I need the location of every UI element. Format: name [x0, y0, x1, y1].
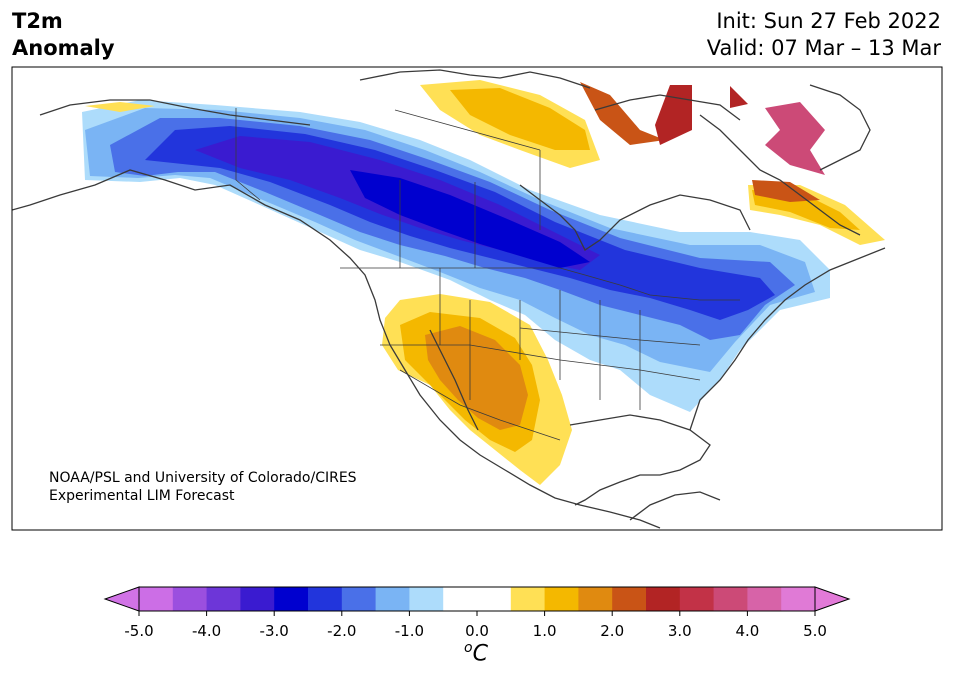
hot-anomaly-arctic-east: [730, 86, 748, 108]
unit-degree: o: [464, 640, 473, 656]
colorbar-tick-label: -4.0: [191, 622, 222, 640]
colorbar-cell: [646, 587, 681, 611]
colorbar-frame: [138, 586, 816, 612]
colorbar-cell: [341, 587, 377, 611]
colorbar-cell: [612, 587, 647, 611]
colorbar-cell: [544, 587, 579, 611]
valid-dates: Valid: 07 Mar – 13 Mar: [706, 36, 941, 60]
colorbar-under-arrow: [103, 586, 140, 612]
political-borders: [235, 108, 740, 441]
cold-anomaly-max: [350, 170, 590, 268]
colorbar-cell: [477, 587, 512, 611]
warm-anomaly-arctic-mid: [450, 88, 590, 150]
colorbar-cell: [308, 587, 343, 611]
title-line-2: Anomaly: [12, 36, 115, 60]
init-date: Init: Sun 27 Feb 2022: [716, 9, 941, 33]
colorbar-tick-label: 1.0: [532, 622, 557, 640]
colorbar-cell: [139, 587, 174, 611]
credit-text: NOAA/PSL and University of Colorado/CIRE…: [49, 469, 357, 505]
colorbar-tick-label: 5.0: [803, 622, 827, 640]
colorbar-tick-label: -1.0: [394, 622, 425, 640]
map-frame: [11, 66, 943, 531]
colorbar-tick-label: -5.0: [124, 622, 154, 640]
colorbar-tick-label: 0.0: [465, 622, 489, 640]
credit-line-2: Experimental LIM Forecast: [49, 488, 235, 504]
title-line-1: T2m: [12, 9, 63, 33]
colorbar-tick-label: -3.0: [259, 622, 289, 640]
colorbar-cell: [679, 587, 715, 611]
anomaly-map: [11, 66, 943, 531]
colorbar-tick-label: -2.0: [327, 622, 357, 640]
hot-anomaly-baffin: [765, 102, 825, 175]
colorbar-cell: [713, 587, 748, 611]
colorbar-cell: [240, 587, 275, 611]
colorbar-cell: [375, 587, 410, 611]
colorbar-tick-label: 3.0: [667, 622, 692, 640]
colorbar-cell: [206, 587, 241, 611]
unit-label: oC: [464, 640, 488, 666]
credit-line-1: NOAA/PSL and University of Colorado/CIRE…: [49, 470, 357, 486]
colorbar-cell: [172, 587, 208, 611]
colorbar-cell: [443, 587, 478, 611]
colorbar-cell: [510, 587, 546, 611]
hot-anomaly-greenland: [655, 85, 692, 145]
unit-celsius: C: [472, 641, 488, 667]
coastlines: [12, 69, 886, 529]
warm-anomaly-southwest-core: [425, 326, 528, 430]
map-title: T2m Anomaly: [12, 8, 115, 62]
colorbar-over-arrow: [814, 586, 851, 612]
warm-anomaly-greenland: [580, 82, 665, 145]
colorbar-tick-label: 2.0: [600, 622, 625, 640]
colorbar-cell: [578, 587, 613, 611]
colorbar-cell: [747, 587, 782, 611]
colorbar-cell: [274, 587, 309, 611]
colorbar-cell: [781, 587, 816, 611]
colorbar-tick-label: 4.0: [735, 622, 760, 640]
colorbar-cell: [409, 587, 444, 611]
warm-anomaly-alaska-coast: [85, 102, 155, 112]
forecast-dates: Init: Sun 27 Feb 2022 Valid: 07 Mar – 13…: [707, 8, 941, 62]
